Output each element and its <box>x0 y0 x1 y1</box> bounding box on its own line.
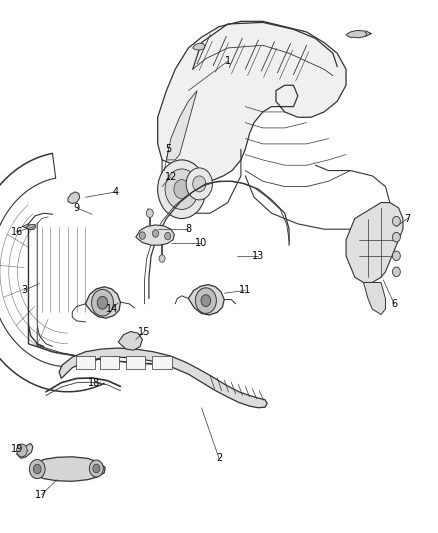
Text: 5: 5 <box>166 144 172 154</box>
Polygon shape <box>17 443 33 458</box>
Polygon shape <box>364 282 385 314</box>
Polygon shape <box>193 43 205 50</box>
Text: 14: 14 <box>106 304 118 314</box>
Polygon shape <box>346 203 403 282</box>
Circle shape <box>201 295 211 306</box>
Text: 11: 11 <box>239 286 251 295</box>
Polygon shape <box>166 91 197 160</box>
Polygon shape <box>158 21 346 192</box>
Circle shape <box>97 296 108 309</box>
Polygon shape <box>85 287 120 318</box>
Text: 17: 17 <box>35 490 48 499</box>
Circle shape <box>165 169 198 209</box>
Text: 19: 19 <box>11 444 23 454</box>
Polygon shape <box>59 348 267 408</box>
Text: 10: 10 <box>195 238 208 247</box>
Circle shape <box>158 160 206 219</box>
Polygon shape <box>346 30 367 38</box>
Text: 6: 6 <box>391 299 397 309</box>
Circle shape <box>392 267 400 277</box>
Text: 15: 15 <box>138 327 151 336</box>
Text: 2: 2 <box>216 454 222 463</box>
Polygon shape <box>100 356 119 369</box>
Polygon shape <box>126 356 145 369</box>
Circle shape <box>29 459 45 479</box>
Circle shape <box>195 288 216 313</box>
Text: 1: 1 <box>225 56 231 66</box>
Circle shape <box>165 232 171 240</box>
Polygon shape <box>188 285 224 315</box>
Polygon shape <box>76 356 95 369</box>
Text: 4: 4 <box>113 187 119 197</box>
Circle shape <box>89 460 103 477</box>
Circle shape <box>186 168 212 200</box>
Circle shape <box>392 251 400 261</box>
Circle shape <box>17 444 27 457</box>
Circle shape <box>174 180 190 199</box>
Polygon shape <box>68 192 80 204</box>
Circle shape <box>139 232 145 239</box>
Circle shape <box>392 216 400 226</box>
Polygon shape <box>152 356 172 369</box>
Text: 7: 7 <box>404 214 410 223</box>
Text: 13: 13 <box>252 251 265 261</box>
Circle shape <box>146 209 153 217</box>
Text: 8: 8 <box>185 224 191 234</box>
Circle shape <box>33 464 41 474</box>
Text: 18: 18 <box>88 378 100 387</box>
Text: 9: 9 <box>74 203 80 213</box>
Polygon shape <box>25 224 36 230</box>
Circle shape <box>92 289 113 316</box>
Circle shape <box>193 176 206 192</box>
Text: 3: 3 <box>21 286 27 295</box>
Polygon shape <box>30 457 105 481</box>
Circle shape <box>152 230 159 237</box>
Circle shape <box>392 232 400 242</box>
Text: 12: 12 <box>165 172 177 182</box>
Polygon shape <box>136 225 174 245</box>
Text: 16: 16 <box>11 227 23 237</box>
Polygon shape <box>118 332 142 350</box>
Circle shape <box>93 464 100 473</box>
Circle shape <box>159 255 165 262</box>
